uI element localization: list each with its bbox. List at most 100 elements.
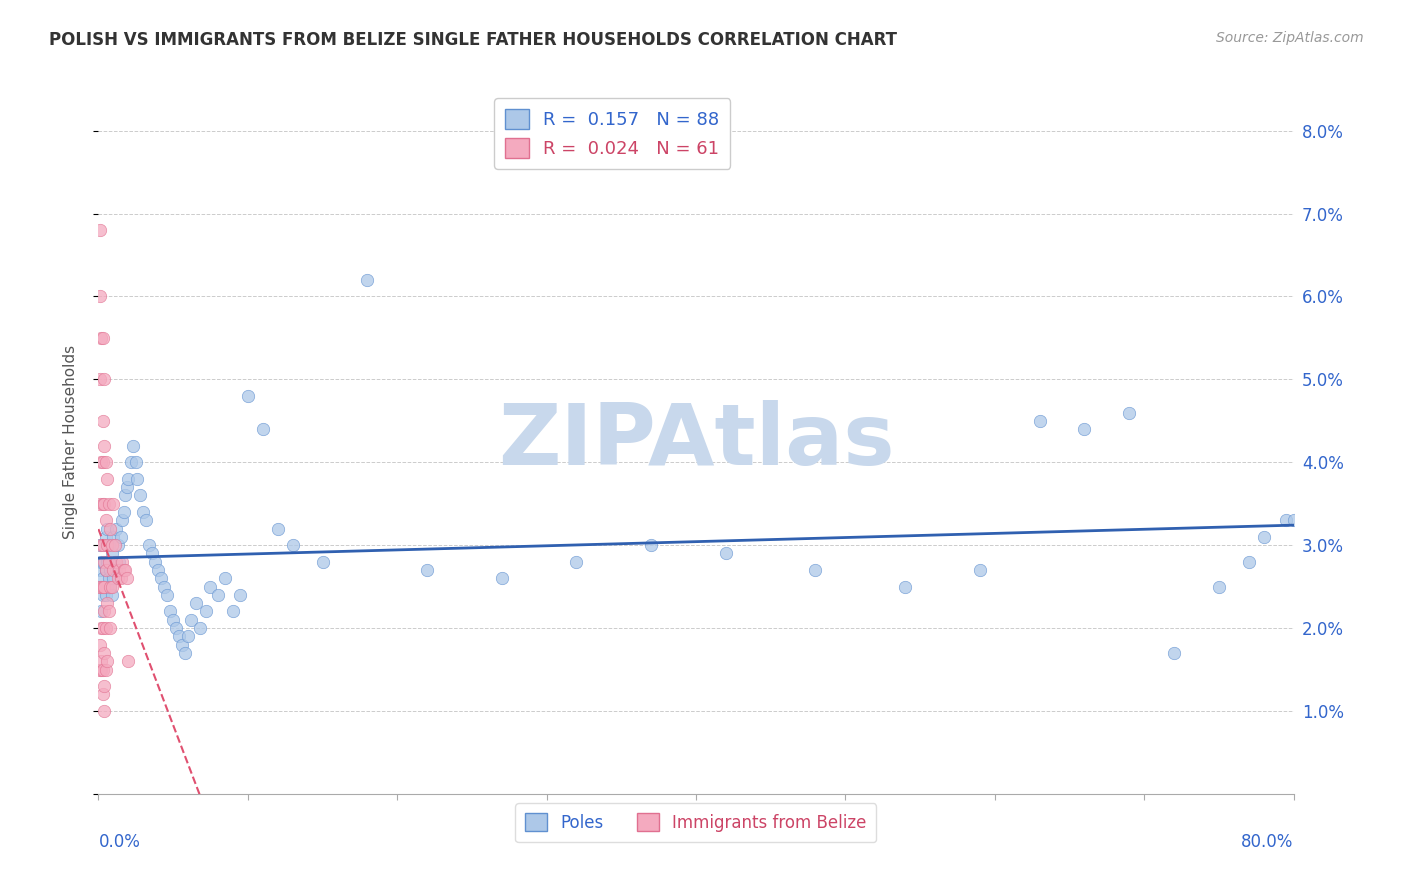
Point bbox=[110, 530, 132, 544]
Point bbox=[89, 372, 111, 386]
Point bbox=[1028, 414, 1050, 428]
Text: 0.0%: 0.0% bbox=[98, 832, 141, 851]
Point bbox=[97, 497, 120, 511]
Point bbox=[143, 555, 166, 569]
Point bbox=[91, 538, 114, 552]
Point bbox=[184, 596, 207, 610]
Point bbox=[153, 580, 176, 594]
Point bbox=[222, 605, 245, 619]
Point bbox=[111, 513, 134, 527]
Point bbox=[894, 580, 917, 594]
Point bbox=[90, 580, 112, 594]
Point bbox=[101, 588, 124, 602]
Point bbox=[89, 638, 111, 652]
Point bbox=[93, 497, 115, 511]
Point bbox=[115, 480, 138, 494]
Point bbox=[115, 571, 138, 585]
Point bbox=[281, 538, 304, 552]
Point bbox=[110, 571, 132, 585]
Text: Source: ZipAtlas.com: Source: ZipAtlas.com bbox=[1216, 31, 1364, 45]
Point bbox=[640, 538, 662, 552]
Point bbox=[91, 555, 114, 569]
Point bbox=[90, 654, 112, 668]
Point bbox=[491, 571, 513, 585]
Point bbox=[98, 621, 122, 635]
Point bbox=[98, 580, 122, 594]
Point bbox=[104, 555, 127, 569]
Point bbox=[90, 331, 112, 345]
Point bbox=[135, 513, 157, 527]
Point bbox=[98, 580, 122, 594]
Point bbox=[89, 663, 111, 677]
Point bbox=[89, 289, 111, 303]
Point bbox=[177, 629, 200, 643]
Point bbox=[114, 563, 136, 577]
Text: 80.0%: 80.0% bbox=[1241, 832, 1294, 851]
Point bbox=[180, 613, 202, 627]
Point bbox=[267, 522, 290, 536]
Point bbox=[1208, 580, 1230, 594]
Point bbox=[89, 497, 111, 511]
Point bbox=[89, 563, 111, 577]
Point bbox=[167, 629, 190, 643]
Point bbox=[356, 273, 378, 287]
Point bbox=[90, 555, 112, 569]
Point bbox=[103, 571, 125, 585]
Point bbox=[91, 580, 114, 594]
Point bbox=[96, 472, 118, 486]
Point bbox=[91, 687, 114, 701]
Legend: Poles, Immigrants from Belize: Poles, Immigrants from Belize bbox=[516, 804, 876, 842]
Point bbox=[91, 497, 114, 511]
Point bbox=[105, 555, 128, 569]
Point bbox=[101, 580, 124, 594]
Point bbox=[101, 546, 124, 560]
Point bbox=[94, 530, 117, 544]
Point bbox=[207, 588, 229, 602]
Point bbox=[105, 563, 128, 577]
Point bbox=[93, 704, 115, 718]
Point bbox=[91, 621, 114, 635]
Point bbox=[91, 588, 114, 602]
Point bbox=[150, 571, 173, 585]
Point bbox=[103, 497, 125, 511]
Point bbox=[105, 522, 128, 536]
Point bbox=[117, 472, 139, 486]
Point bbox=[89, 223, 111, 237]
Point bbox=[90, 621, 112, 635]
Point bbox=[969, 563, 991, 577]
Point bbox=[94, 621, 117, 635]
Point bbox=[97, 555, 120, 569]
Point bbox=[93, 605, 115, 619]
Point bbox=[94, 513, 117, 527]
Point bbox=[93, 439, 115, 453]
Point bbox=[97, 605, 120, 619]
Point bbox=[91, 571, 114, 585]
Point bbox=[1118, 405, 1140, 419]
Point bbox=[236, 389, 259, 403]
Y-axis label: Single Father Households: Single Father Households bbox=[63, 344, 77, 539]
Point bbox=[90, 580, 112, 594]
Point bbox=[94, 455, 117, 469]
Point bbox=[89, 538, 111, 552]
Point bbox=[416, 563, 439, 577]
Point bbox=[94, 563, 117, 577]
Point bbox=[90, 663, 112, 677]
Point bbox=[98, 563, 122, 577]
Text: POLISH VS IMMIGRANTS FROM BELIZE SINGLE FATHER HOUSEHOLDS CORRELATION CHART: POLISH VS IMMIGRANTS FROM BELIZE SINGLE … bbox=[49, 31, 897, 49]
Point bbox=[200, 580, 222, 594]
Point bbox=[111, 555, 134, 569]
Point bbox=[565, 555, 588, 569]
Point bbox=[103, 563, 125, 577]
Point bbox=[93, 538, 115, 552]
Point bbox=[91, 414, 114, 428]
Point bbox=[1253, 530, 1275, 544]
Point bbox=[94, 663, 117, 677]
Point bbox=[93, 580, 115, 594]
Point bbox=[159, 605, 181, 619]
Point bbox=[101, 538, 124, 552]
Text: ZIPAtlas: ZIPAtlas bbox=[498, 400, 894, 483]
Point bbox=[311, 555, 333, 569]
Point bbox=[714, 546, 737, 560]
Point bbox=[93, 372, 115, 386]
Point bbox=[97, 571, 120, 585]
